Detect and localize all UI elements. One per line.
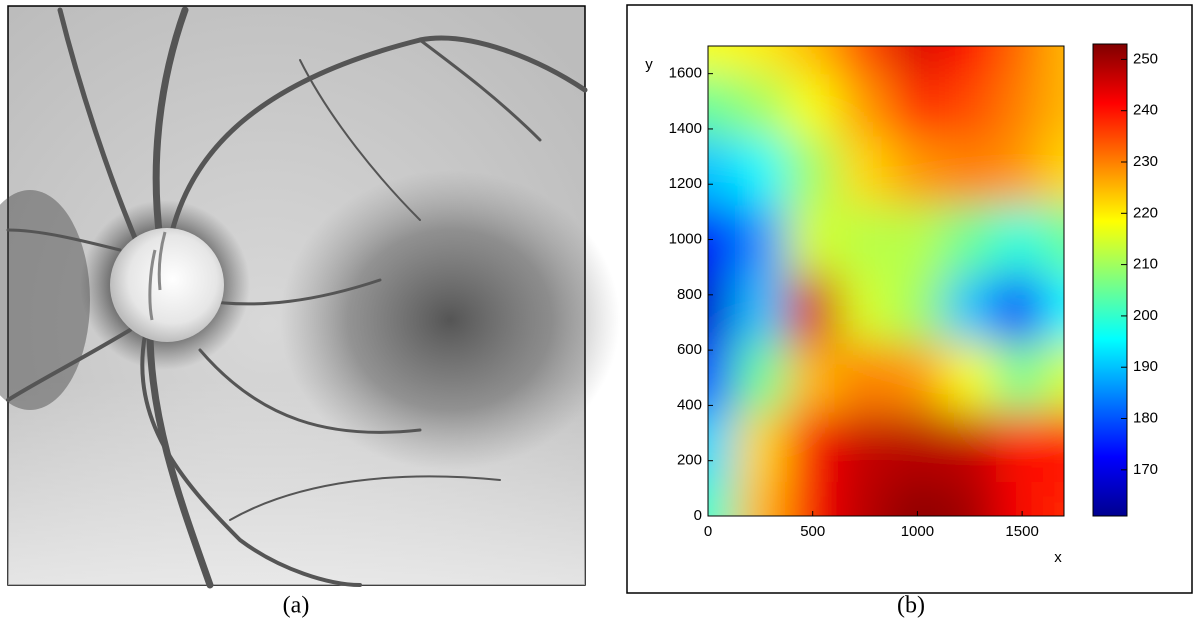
heatmap-cell bbox=[787, 205, 840, 275]
heatmap-cell bbox=[656, 274, 735, 344]
x-tick-label: 0 bbox=[704, 523, 712, 540]
colorbar-tick-label: 220 bbox=[1133, 204, 1158, 221]
heatmap-cell bbox=[839, 481, 892, 585]
heatmap-cell bbox=[734, 136, 787, 206]
heatmap-cell bbox=[787, 343, 840, 413]
y-tick-label: 400 bbox=[677, 396, 702, 413]
y-tick-label: 1400 bbox=[669, 120, 702, 137]
heatmap-cell bbox=[996, 274, 1044, 344]
heatmap-cell bbox=[787, 136, 840, 206]
heatmap-cell bbox=[656, 412, 735, 482]
heatmap-cell bbox=[787, 274, 840, 344]
heatmap-cell bbox=[891, 412, 944, 482]
heatmap-cells bbox=[656, 0, 1107, 586]
heatmap-cell bbox=[996, 412, 1044, 482]
heatmap-cell bbox=[787, 0, 840, 74]
heatmap-cell bbox=[944, 205, 997, 275]
heatmap-cell bbox=[734, 481, 787, 585]
y-tick-label: 1600 bbox=[669, 65, 702, 82]
heatmap-cell bbox=[944, 74, 997, 137]
caption: (a) bbox=[283, 593, 310, 619]
heatmap-cell bbox=[944, 0, 997, 74]
heatmap-cell bbox=[734, 0, 787, 74]
heatmap-cell bbox=[996, 343, 1044, 413]
heatmap bbox=[656, 0, 1107, 586]
heatmap-cell bbox=[891, 74, 944, 137]
heatmap-cell bbox=[891, 343, 944, 413]
heatmap-cell bbox=[839, 274, 892, 344]
heatmap-cell bbox=[839, 343, 892, 413]
heatmap-cell bbox=[891, 136, 944, 206]
caption: (b) bbox=[897, 593, 925, 619]
y-tick-label: 800 bbox=[677, 286, 702, 303]
y-axis-label: y bbox=[645, 56, 653, 73]
fundus-image bbox=[0, 6, 620, 585]
heatmap-cell bbox=[839, 412, 892, 482]
x-axis-label: x bbox=[1054, 549, 1062, 566]
colorbar-tick-label: 200 bbox=[1133, 307, 1158, 324]
heatmap-cell bbox=[734, 74, 787, 137]
heatmap-cell bbox=[839, 136, 892, 206]
heatmap-cell bbox=[656, 481, 735, 585]
y-tick-label: 1200 bbox=[669, 175, 702, 192]
y-tick-label: 0 bbox=[694, 507, 702, 524]
heatmap-cell bbox=[944, 136, 997, 206]
heatmap-cell bbox=[891, 0, 944, 74]
heatmap-cell bbox=[944, 481, 997, 585]
heatmap-cell bbox=[734, 412, 787, 482]
heatmap-cell bbox=[839, 74, 892, 137]
heatmap-cell bbox=[656, 136, 735, 206]
heatmap-cell bbox=[996, 0, 1044, 74]
heatmap-cell bbox=[839, 205, 892, 275]
heatmap-cell bbox=[891, 274, 944, 344]
colorbar bbox=[1093, 44, 1127, 516]
colorbar-tick-label: 190 bbox=[1133, 358, 1158, 375]
heatmap-cell bbox=[734, 343, 787, 413]
colorbar-tick-label: 170 bbox=[1133, 461, 1158, 478]
heatmap-cell bbox=[944, 343, 997, 413]
colorbar-tick-label: 240 bbox=[1133, 102, 1158, 119]
heatmap-cell bbox=[996, 136, 1044, 206]
heatmap-cell bbox=[891, 205, 944, 275]
heatmap-cell bbox=[787, 74, 840, 137]
x-tick-label: 1000 bbox=[901, 523, 934, 540]
heatmap-cell bbox=[996, 74, 1044, 137]
heatmap-cell bbox=[734, 274, 787, 344]
heatmap-cell bbox=[996, 205, 1044, 275]
figure: x y (a) (b) 0 500 1000 1500 0 200 400 600 800 100… bbox=[0, 0, 1200, 626]
y-tick-label: 1000 bbox=[669, 230, 702, 247]
colorbar-tick-label: 210 bbox=[1133, 256, 1158, 273]
heatmap-cell bbox=[839, 0, 892, 74]
y-tick-label: 600 bbox=[677, 341, 702, 358]
heatmap-cell bbox=[944, 412, 997, 482]
y-tick-label: 200 bbox=[677, 452, 702, 469]
x-tick-label: 1500 bbox=[1005, 523, 1038, 540]
heatmap-cell bbox=[787, 412, 840, 482]
heatmap-cell bbox=[944, 274, 997, 344]
colorbar-tick-label: 180 bbox=[1133, 409, 1158, 426]
heatmap-cell bbox=[656, 0, 735, 74]
colorbar-tick-label: 250 bbox=[1133, 50, 1158, 67]
colorbar-tick-label: 230 bbox=[1133, 153, 1158, 170]
heatmap-cell bbox=[734, 205, 787, 275]
x-tick-label: 500 bbox=[800, 523, 825, 540]
